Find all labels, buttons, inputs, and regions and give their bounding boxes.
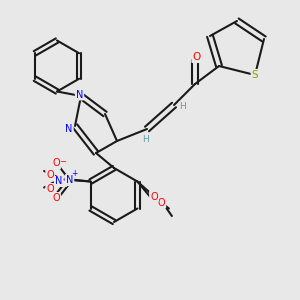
Text: O: O xyxy=(192,52,201,62)
Text: H: H xyxy=(142,135,149,144)
Text: O: O xyxy=(52,158,60,169)
Text: N: N xyxy=(66,175,73,185)
Text: N⁺: N⁺ xyxy=(55,177,66,186)
Text: −: − xyxy=(59,158,66,166)
Text: O: O xyxy=(46,184,54,194)
Text: O: O xyxy=(150,191,158,202)
Text: S: S xyxy=(252,70,258,80)
Text: N: N xyxy=(65,124,73,134)
Text: O: O xyxy=(46,170,54,181)
Text: O: O xyxy=(52,193,60,203)
Text: N: N xyxy=(56,176,63,187)
Text: O: O xyxy=(158,197,165,208)
Text: H: H xyxy=(180,102,186,111)
Text: N: N xyxy=(76,89,83,100)
Text: +: + xyxy=(71,169,77,178)
